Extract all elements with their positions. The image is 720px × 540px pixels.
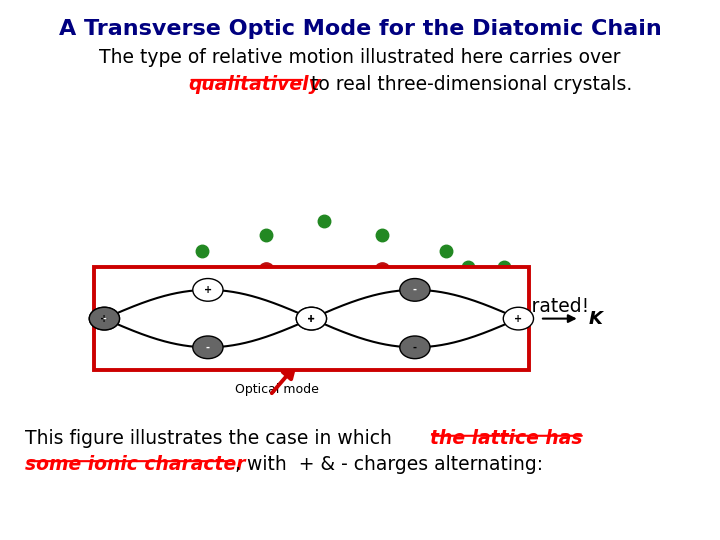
Circle shape: [297, 307, 327, 330]
Text: qualitatively: qualitatively: [189, 75, 321, 93]
Text: to real three-dimensional crystals.: to real three-dimensional crystals.: [305, 75, 633, 93]
Text: +: +: [514, 314, 523, 323]
Circle shape: [89, 307, 120, 330]
Circle shape: [503, 307, 534, 330]
Text: -: -: [413, 342, 417, 352]
Circle shape: [193, 279, 223, 301]
Text: The type of relative motion illustrated here carries over: The type of relative motion illustrated …: [99, 48, 621, 66]
Text: Optical mode: Optical mode: [235, 383, 319, 396]
Text: +: +: [204, 285, 212, 295]
Text: This figure illustrates the case in which: This figure illustrates the case in whic…: [25, 429, 398, 448]
Bar: [94, 267, 529, 370]
Text: K: K: [589, 309, 603, 328]
Circle shape: [400, 279, 430, 301]
Text: , with  + & - charges alternating:: , with + & - charges alternating:: [235, 455, 544, 474]
Text: -: -: [413, 285, 417, 295]
Text: +: +: [100, 314, 109, 323]
Circle shape: [89, 307, 120, 330]
Circle shape: [297, 307, 327, 330]
Text: +: +: [307, 314, 315, 323]
Text: -: -: [206, 342, 210, 352]
Text: The vibrational amplitude is highly exaggerated!: The vibrational amplitude is highly exag…: [131, 297, 589, 316]
Circle shape: [193, 336, 223, 359]
Text: the lattice has: the lattice has: [430, 429, 582, 448]
Text: some ionic character: some ionic character: [25, 455, 246, 474]
Text: A Transverse Optic Mode for the Diatomic Chain: A Transverse Optic Mode for the Diatomic…: [58, 19, 662, 39]
Circle shape: [400, 336, 430, 359]
Text: +: +: [307, 314, 315, 323]
Text: -: -: [102, 314, 107, 323]
